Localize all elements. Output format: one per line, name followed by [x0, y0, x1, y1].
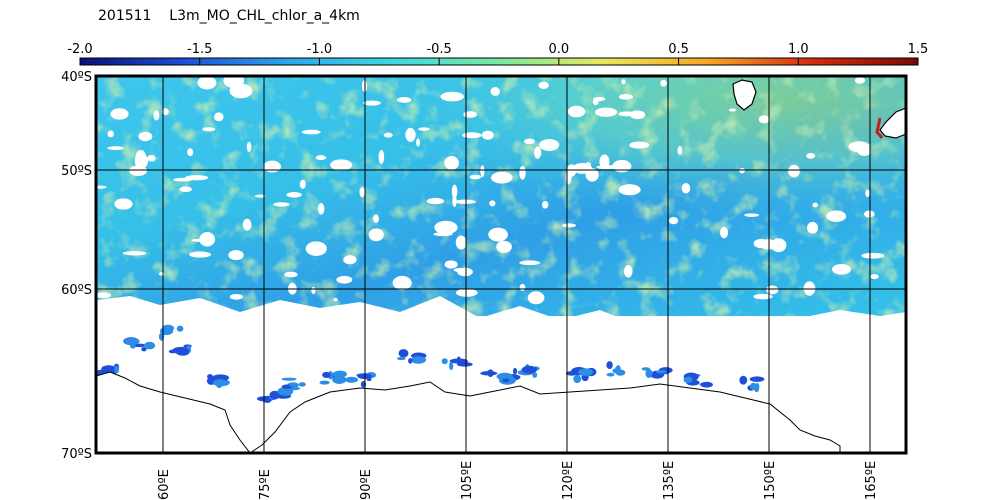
colorbar-tick-label: -1.5 — [187, 42, 212, 57]
colorbar-tick-label: -2.0 — [67, 42, 92, 57]
latitude-labels: 40ºS 50ºS 60ºS 70ºS — [61, 70, 92, 462]
nz-coastal-high-chl — [875, 117, 884, 139]
title-product: L3m_MO_CHL_chlor_a_4km — [169, 8, 360, 24]
latitude-label: 50ºS — [61, 164, 92, 179]
coastal-chl-patches — [96, 324, 765, 404]
latitude-label: 40ºS — [61, 70, 92, 85]
tasmania-landmass — [732, 79, 757, 111]
map-title: 201511 L3m_MO_CHL_chlor_a_4km — [98, 8, 360, 24]
cloud-gaps — [96, 76, 885, 305]
colorbar-gradient — [79, 57, 919, 66]
colorbar-tick-label: 0.5 — [668, 42, 689, 57]
colorbar-tick-label: 1.0 — [788, 42, 809, 57]
longitude-labels: 60ºE 75ºE 90ºE 105ºE 120ºE 135ºE 150ºE 165ºE — [157, 461, 879, 500]
colorbar-tick-label: -1.0 — [307, 42, 332, 57]
longitude-label: 105ºE — [460, 461, 475, 500]
colorbar-ticks: -2.0 -1.5 -1.0 -0.5 0.0 0.5 1.0 1.5 — [67, 42, 928, 65]
antarctica-coastline — [96, 371, 841, 453]
title-date: 201511 — [98, 8, 152, 24]
colorbar-tick-label: 0.0 — [549, 42, 570, 57]
longitude-label: 60ºE — [157, 469, 172, 500]
colorbar-tick-label: -0.5 — [426, 42, 451, 57]
latitude-label: 70ºS — [61, 447, 92, 462]
longitude-label: 90ºE — [359, 469, 374, 500]
longitude-label: 165ºE — [864, 461, 879, 500]
latitude-label: 60ºS — [61, 283, 92, 298]
map-panel: 40ºS 50ºS 60ºS 70ºS 60ºE 75ºE 90ºE 105ºE 120ºE 1… — [61, 70, 908, 500]
longitude-label: 150ºE — [763, 461, 778, 500]
colorbar-tick-label: 1.5 — [908, 42, 929, 57]
longitude-label: 135ºE — [662, 461, 677, 500]
map-frame — [94, 74, 908, 455]
ocean-high-chl-patches — [96, 76, 906, 316]
new-zealand-landmass — [879, 107, 906, 139]
longitude-label: 75ºE — [258, 469, 273, 500]
longitude-label: 120ºE — [561, 461, 576, 500]
colorbar: -2.0 -1.5 -1.0 -0.5 0.0 0.5 1.0 1.5 — [67, 42, 928, 66]
